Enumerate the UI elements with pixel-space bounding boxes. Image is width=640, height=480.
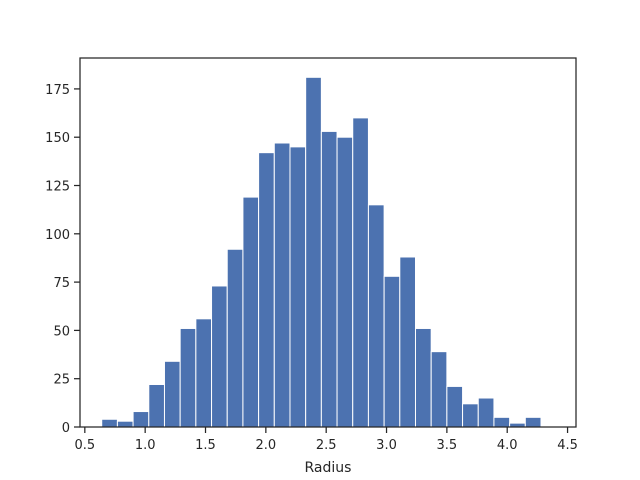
histogram-bar xyxy=(399,256,416,428)
histogram-bar xyxy=(352,117,369,428)
x-tick-label: 4.0 xyxy=(497,438,518,453)
histogram-bar xyxy=(258,152,275,428)
histogram-bar xyxy=(148,383,165,428)
histogram-bar xyxy=(179,327,197,428)
y-axis-ticks: 0 25 50 75 100 125 150 175 xyxy=(45,83,80,436)
histogram-bar xyxy=(336,136,354,428)
x-tick-label: 1.0 xyxy=(135,438,156,453)
x-tick-label: 4.5 xyxy=(557,438,578,453)
histogram-bars xyxy=(101,76,542,428)
histogram-bar xyxy=(446,385,464,428)
histogram-bar xyxy=(493,416,511,428)
histogram-bar xyxy=(320,130,338,428)
x-axis-ticks: 0.5 1.0 1.5 2.0 2.5 3.0 3.5 4.0 4.5 xyxy=(74,427,578,453)
histogram-bar xyxy=(383,275,401,428)
histogram-bar xyxy=(116,420,134,428)
histogram-bar xyxy=(367,204,385,428)
y-tick-label: 0 xyxy=(62,421,70,436)
y-tick-label: 25 xyxy=(53,373,70,388)
y-tick-label: 175 xyxy=(45,83,70,98)
x-tick-label: 0.5 xyxy=(74,438,95,453)
y-tick-label: 125 xyxy=(45,180,70,195)
y-tick-label: 100 xyxy=(45,228,70,243)
histogram-bar xyxy=(163,360,181,428)
histogram-bar xyxy=(462,403,479,428)
histogram-bar xyxy=(414,327,432,428)
y-tick-label: 50 xyxy=(53,324,70,339)
histogram-bar xyxy=(211,285,228,428)
x-tick-label: 3.0 xyxy=(376,438,397,453)
histogram-bar xyxy=(430,351,448,428)
plot-frame xyxy=(79,57,577,428)
histogram-bar xyxy=(305,76,322,428)
x-tick-label: 1.5 xyxy=(195,438,216,453)
y-tick-label: 75 xyxy=(53,276,70,291)
histogram-bar xyxy=(195,318,213,428)
histogram-bar xyxy=(477,397,495,428)
x-tick-label: 2.5 xyxy=(316,438,337,453)
histogram-bar xyxy=(101,418,118,428)
histogram-bar xyxy=(242,196,260,428)
histogram-bar xyxy=(132,411,150,428)
x-tick-label: 3.5 xyxy=(437,438,458,453)
x-axis-label: Radius xyxy=(305,460,352,476)
histogram-bar xyxy=(524,416,542,428)
x-tick-label: 2.0 xyxy=(256,438,277,453)
histogram-bar xyxy=(273,142,291,428)
histogram-bar xyxy=(226,248,244,428)
histogram-bar xyxy=(289,146,307,428)
y-tick-label: 150 xyxy=(45,131,70,146)
